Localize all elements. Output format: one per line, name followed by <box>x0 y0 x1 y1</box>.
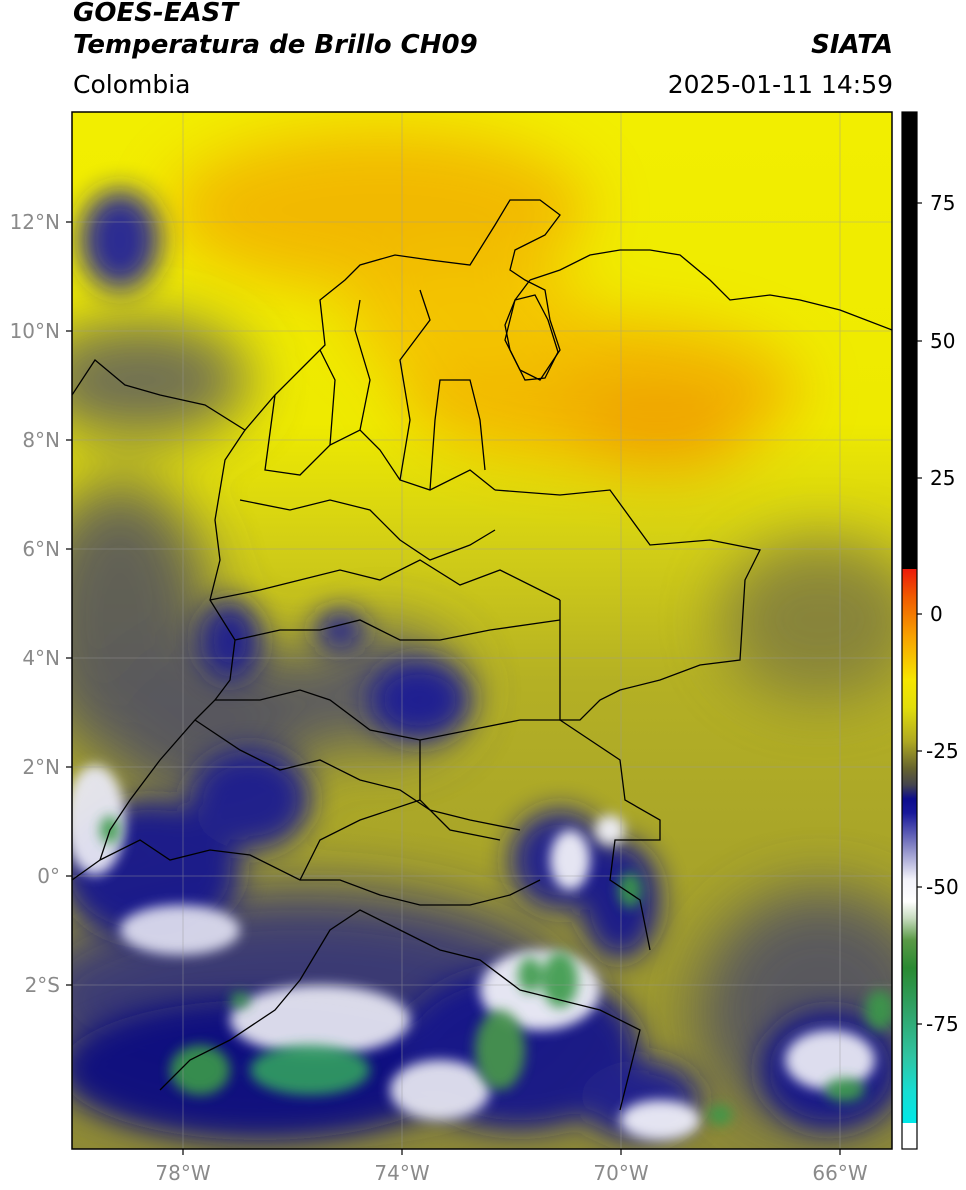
map-frame <box>71 111 893 1150</box>
lon-label: 74°W <box>374 1161 429 1185</box>
boundaries <box>72 199 892 1111</box>
lon-label: 78°W <box>155 1161 210 1185</box>
lat-label: 2°S <box>25 973 60 997</box>
brightness-field <box>72 112 892 1149</box>
lat-label: 8°N <box>22 428 60 452</box>
satellite-title: GOES-EAST <box>73 0 239 28</box>
lon-label: 70°W <box>593 1161 648 1185</box>
lat-label: 0° <box>37 864 60 888</box>
product-title: Temperatura de Brillo CH09 <box>73 30 478 60</box>
colorbar-tick: 50 <box>930 329 955 353</box>
region-label: Colombia <box>73 70 191 99</box>
colorbar-tick: -50 <box>926 875 959 899</box>
colorbar-tick: -25 <box>926 739 959 763</box>
colorbar-tick: 0 <box>930 602 943 626</box>
brand-label: SIATA <box>811 30 893 60</box>
colorbar-tick: 75 <box>930 191 955 215</box>
lat-label: 4°N <box>22 646 60 670</box>
colorbar: 75 50 25 0 -25 -50 -75 <box>901 111 959 1150</box>
colorbar-tick: -75 <box>926 1012 959 1036</box>
lat-label: 12°N <box>10 210 60 234</box>
datetime-label: 2025-01-11 14:59 <box>667 70 893 99</box>
lat-label: 10°N <box>10 319 60 343</box>
lat-label: 6°N <box>22 537 60 561</box>
lat-label: 2°N <box>22 755 60 779</box>
lon-label: 66°W <box>812 1161 867 1185</box>
colorbar-tick: 25 <box>930 466 955 490</box>
